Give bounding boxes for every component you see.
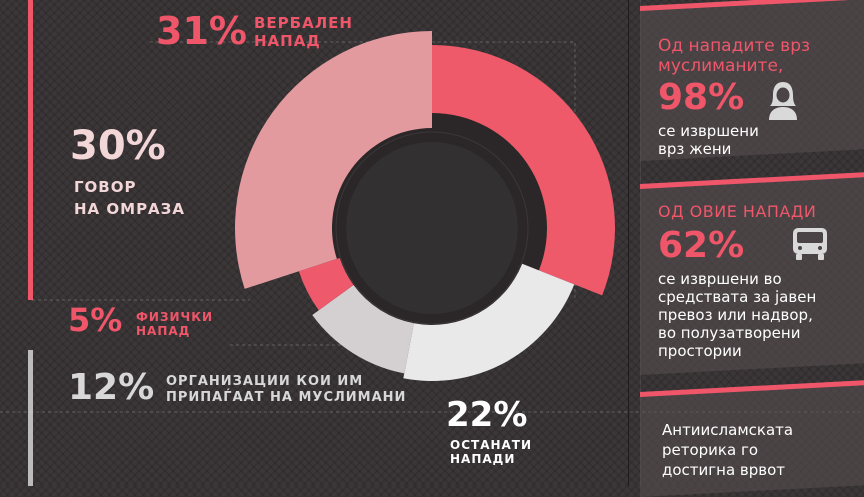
donut-segment — [298, 257, 354, 311]
card-text-line: превоз или надвор, — [658, 306, 813, 324]
label-value-other: 22% — [446, 395, 528, 435]
woman-icon — [769, 82, 797, 120]
label-line: ГОВОР — [74, 178, 137, 196]
card-text-line: се извршени — [658, 122, 759, 140]
inner-ring — [335, 131, 529, 325]
card-heading-line: Од нападите врз — [658, 36, 811, 56]
card-text: се извршени во средствата за јавен прево… — [658, 270, 816, 360]
label-text-physical: ФИЗИЧКИ НАПАД — [136, 310, 213, 339]
donut-chart — [0, 31, 864, 413]
card-text: се извршени врз жени — [658, 122, 759, 158]
label-line: ПРИПАЃААТ НА МУСЛИМАНИ — [166, 389, 407, 405]
card-text-line: достигна врвот — [662, 461, 786, 479]
card-text-line: се извршени во — [658, 270, 782, 288]
left-bar-gray — [28, 350, 33, 486]
label-value-physical: 5% — [68, 301, 123, 339]
donut-segments — [234, 31, 616, 381]
label-text-organizations: ОРГАНИЗАЦИИ КОИ ИМ ПРИПАЃААТ НА МУСЛИМАН… — [166, 374, 406, 405]
label-line: ВЕРБАЛЕН — [254, 14, 353, 32]
donut-segment — [432, 45, 616, 296]
label-line: ФИЗИЧКИ — [136, 310, 214, 324]
card-text-line: реторика го — [662, 441, 759, 459]
card-text-line: Антиисламската — [662, 421, 794, 439]
card-text-line: во полузатворени — [658, 324, 801, 342]
label-value-organizations: 12% — [68, 367, 155, 408]
card-value: 98% — [658, 77, 745, 118]
label-line: НАПАД — [136, 324, 191, 339]
card-text: Антиисламската реторика го достигна врво… — [662, 420, 793, 480]
card-text-line: средствата за јавен — [658, 288, 817, 306]
left-bar-red — [28, 0, 33, 300]
center-disc — [346, 142, 518, 314]
bus-icon — [793, 228, 827, 260]
donut-segment — [403, 263, 575, 381]
label-line: ОРГАНИЗАЦИИ КОИ ИМ — [166, 374, 364, 389]
card-heading: ОД ОВИЕ НАПАДИ — [658, 202, 816, 222]
card-heading-line: муслиманите, — [658, 56, 784, 76]
card-heading: Од нападите врз муслиманите, — [658, 36, 810, 76]
label-value-hate-speech: 30% — [70, 123, 166, 169]
panel-divider — [628, 0, 629, 486]
label-line: НАПАД — [254, 32, 321, 50]
label-text-verbal: ВЕРБАЛЕН НАПАД — [254, 14, 353, 50]
label-text-hate-speech: ГОВОР НА ОМРАЗА — [74, 176, 185, 220]
label-line: ОСТАНАТИ — [450, 438, 533, 452]
label-value-verbal: 31% — [156, 9, 247, 53]
card-text-line: простории — [658, 342, 742, 360]
card-value: 62% — [658, 225, 745, 266]
center-rings — [312, 108, 552, 348]
donut-segment — [234, 31, 432, 289]
donut-segment — [312, 285, 414, 374]
label-text-other: ОСТАНАТИ НАПАДИ — [450, 438, 532, 467]
card-heading-line: ОД ОВИЕ НАПАДИ — [658, 202, 817, 221]
label-line: НАПАДИ — [450, 452, 516, 467]
label-line: НА ОМРАЗА — [74, 200, 185, 218]
card-text-line: врз жени — [658, 140, 732, 158]
